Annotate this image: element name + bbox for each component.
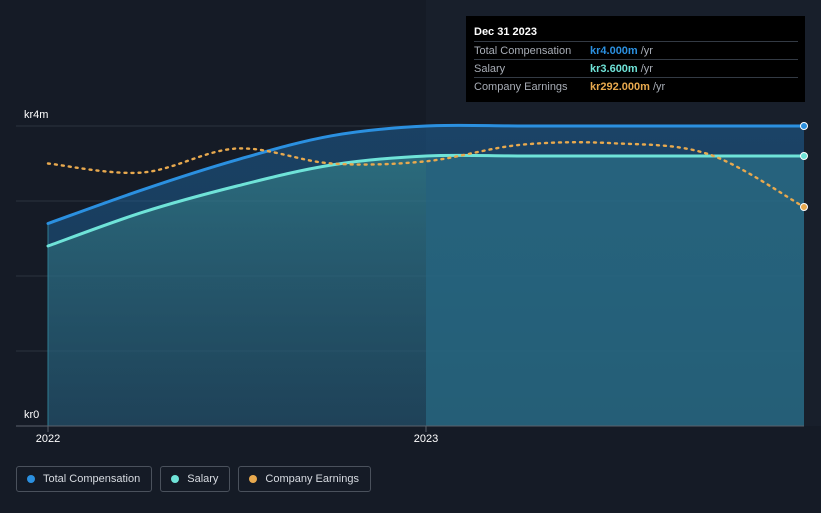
company-earnings-line [46,141,806,209]
tooltip: Dec 31 2023 Total Compensation kr4.000m … [466,16,805,102]
tooltip-value: kr292.000m [590,80,650,93]
legend-item-salary[interactable]: Salary [160,466,231,492]
total-compensation-line [46,123,806,225]
tooltip-label: Company Earnings [474,80,568,93]
x-tick-label: 2023 [414,433,438,445]
legend-label: Total Compensation [43,473,141,485]
y-tick-label-top: kr4m [24,109,48,121]
tooltip-unit: /yr [652,80,666,93]
legend-item-company-earnings[interactable]: Company Earnings [238,466,371,492]
company-earnings-end-point [800,203,808,211]
tooltip-label: Salary [474,62,506,75]
legend: Total Compensation Salary Company Earnin… [16,466,371,492]
axis-layer: kr4m kr0 2022 2023 [16,109,804,445]
legend-dot-icon [27,475,35,483]
salary-end-point [800,152,808,160]
area-layer [47,125,804,427]
salary-area-highlight [426,155,804,426]
legend-item-total-compensation[interactable]: Total Compensation [16,466,153,492]
tooltip-date: Dec 31 2023 [474,26,537,38]
legend-dot-icon [249,475,258,483]
tooltip-row-total-compensation: Total Compensation kr4.000m /yr [474,41,798,59]
salary-area [48,156,426,426]
y-tick-label-bottom: kr0 [24,409,39,421]
tooltip-value: kr4.000m [590,44,638,57]
x-tick-label: 2022 [36,433,60,445]
tooltip-row-company-earnings: Company Earnings kr292.000m /yr [474,77,798,95]
line-layer [46,122,808,248]
tooltip-unit: /yr [640,62,653,75]
legend-label: Company Earnings [265,473,359,485]
salary-line [46,153,806,248]
legend-dot-icon [171,475,180,483]
tooltip-row-salary: Salary kr3.600m /yr [474,59,798,77]
tooltip-label: Total Compensation [474,44,572,57]
legend-label: Salary [187,473,219,485]
tooltip-value: kr3.600m [590,62,638,75]
total-compensation-end-point [800,122,808,130]
tooltip-unit: /yr [640,44,653,57]
